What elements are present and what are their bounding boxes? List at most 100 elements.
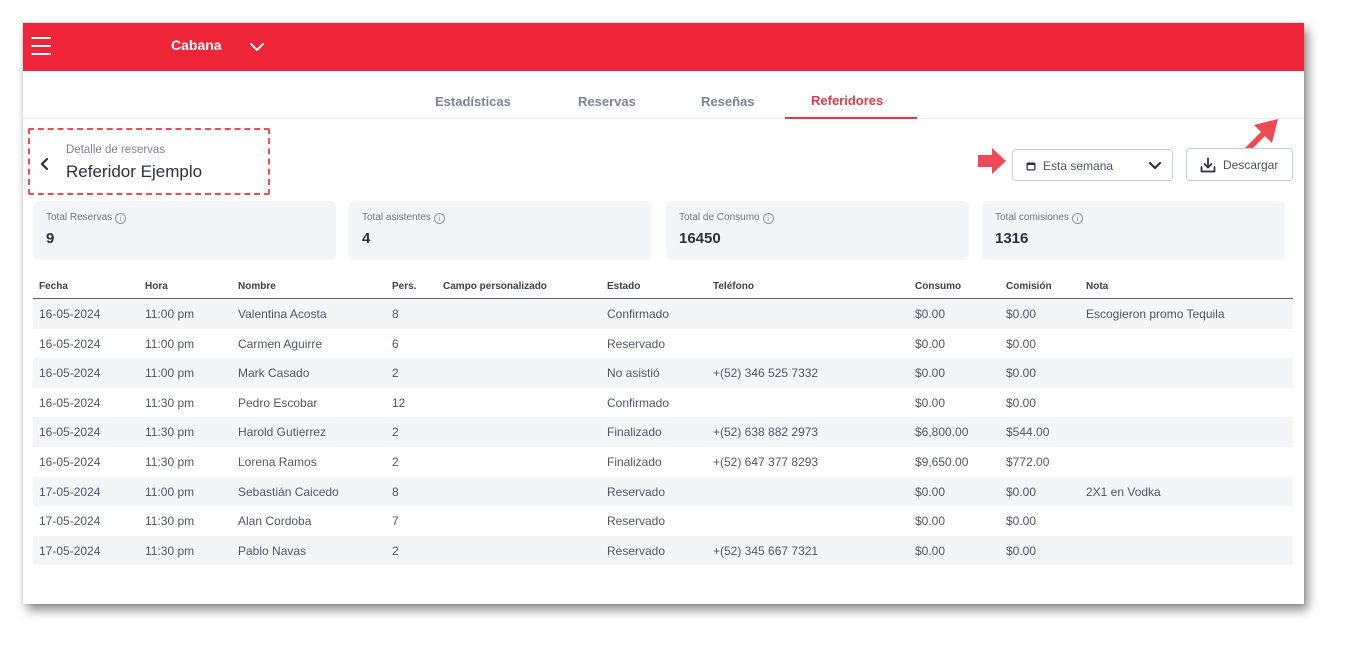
cell-estado: Reservado (607, 543, 666, 558)
column-header-nombre[interactable]: Nombre (238, 281, 276, 292)
cell-comision: $0.00 (1006, 543, 1037, 558)
cell-pers: 2 (392, 425, 399, 440)
cell-estado: Confirmado (607, 307, 670, 321)
tab-reservas[interactable]: Reservas (578, 94, 636, 109)
cell-fecha: 16-05-2024 (39, 366, 101, 381)
cell-estado: Reservado (607, 484, 666, 499)
stat-value: 9 (46, 230, 55, 247)
table-row[interactable]: 17-05-2024 11:00 pm Sebastián Caicedo 8 Rese… (33, 476, 1293, 507)
column-header-pers[interactable]: Pers. (392, 281, 417, 292)
period-select[interactable]: Esta semana (1012, 149, 1173, 181)
cell-consumo: $0.00 (915, 366, 946, 381)
chevron-down-icon[interactable] (248, 38, 266, 56)
cell-fecha: 16-05-2024 (39, 425, 101, 440)
cell-telefono: +(52) 647 377 8293 (713, 454, 819, 469)
table-row[interactable]: 16-05-2024 11:00 pm Carmen Aguirre 6 Reserva… (33, 329, 1293, 359)
table-row[interactable]: 16-05-2024 11:00 pm Valentina Acosta 8 Confi… (33, 299, 1293, 329)
cell-telefono: +(52) 638 882 2973 (713, 425, 819, 440)
table-row[interactable]: 16-05-2024 11:30 pm Lorena Ramos 2 Finalizad… (33, 447, 1293, 477)
info-icon[interactable]: i (1071, 213, 1083, 224)
stat-label: Total Reservas (46, 212, 113, 223)
cell-nombre: Mark Casado (238, 366, 310, 381)
column-header-campo-personalizado[interactable]: Campo personalizado (443, 281, 547, 292)
cell-estado: Reservado (607, 514, 666, 529)
cell-estado: Reservado (607, 336, 666, 351)
cell-telefono: +(52) 345 667 7321 (713, 543, 819, 558)
cell-consumo: $0.00 (915, 307, 946, 321)
table-row[interactable]: 16-05-2024 11:00 pm Mark Casado 2 No asistió… (33, 358, 1293, 388)
cell-fecha: 17-05-2024 (39, 514, 101, 529)
column-header-estado[interactable]: Estado (607, 281, 641, 292)
stat-card-total-reservas: Total Reservas i 9 (33, 201, 336, 260)
cell-comision: $0.00 (1006, 395, 1037, 410)
cell-comision: $0.00 (1006, 336, 1037, 351)
cell-hora: 11:30 pm (145, 454, 195, 469)
stat-card-total-consumo: Total de Consumo i 16450 (666, 201, 969, 260)
cell-comision: $772.00 (1006, 454, 1050, 469)
cell-pers: 7 (392, 514, 399, 529)
cell-pers: 8 (392, 484, 399, 499)
cell-comision: $544.00 (1006, 425, 1050, 440)
cell-pers: 12 (392, 395, 406, 410)
cell-consumo: $0.00 (915, 543, 946, 558)
info-icon[interactable]: i (433, 213, 445, 224)
cell-nombre: Pedro Escobar (238, 395, 318, 410)
table-row[interactable]: 16-05-2024 11:30 pm Harold Gutierrez 2 Final… (33, 417, 1293, 447)
column-header-telefono[interactable]: Teléfono (713, 281, 754, 292)
cell-hora: 11:00 pm (145, 336, 195, 351)
tab-estadisticas[interactable]: Estadísticas (435, 94, 511, 109)
cell-consumo: $0.00 (915, 395, 946, 410)
cell-fecha: 16-05-2024 (39, 454, 101, 469)
stat-value: 4 (362, 230, 371, 247)
cell-hora: 11:00 pm (145, 307, 195, 321)
cell-fecha: 16-05-2024 (39, 395, 101, 410)
info-icon[interactable]: i (762, 213, 774, 224)
column-header-fecha[interactable]: Fecha (39, 281, 68, 292)
info-icon[interactable]: i (115, 213, 127, 224)
table-header: Fecha Hora Nombre Pers. Campo personalizado E… (33, 275, 1293, 299)
cell-hora: 11:30 pm (145, 514, 195, 529)
active-tab-indicator (785, 117, 917, 119)
cell-comision: $0.00 (1006, 307, 1037, 321)
cell-hora: 11:00 pm (145, 366, 195, 381)
cell-nota: 2X1 en Vodka (1086, 484, 1161, 499)
download-button-label: Descargar (1223, 158, 1279, 172)
cell-estado: Finalizado (607, 425, 662, 440)
table-row[interactable]: 17-05-2024 11:30 pm Alan Cordoba 7 Reservado… (33, 506, 1293, 536)
cell-nombre: Valentina Acosta (238, 307, 327, 321)
cell-nombre: Sebastián Caicedo (238, 484, 339, 499)
stat-value: 16450 (679, 230, 721, 247)
table-body: 16-05-2024 11:00 pm Valentina Acosta 8 Confi… (33, 299, 1293, 566)
referrer-detail-header: Detalle de reservas Referidor Ejemplo (28, 128, 270, 195)
stat-label: Total comisiones (995, 212, 1069, 223)
cell-pers: 2 (392, 543, 399, 558)
stat-card-total-asistentes: Total asistentes i 4 (349, 201, 652, 260)
chevron-left-icon[interactable] (40, 157, 50, 171)
detail-subtitle: Detalle de reservas (66, 144, 166, 156)
arrow-icon (978, 148, 1006, 174)
hamburger-menu-icon[interactable] (31, 37, 51, 55)
app-window: Cabana Estadísticas Reservas Reseñas Ref… (23, 23, 1304, 604)
cell-hora: 11:30 pm (145, 395, 195, 410)
cell-estado: No asistió (607, 366, 660, 381)
cell-pers: 8 (392, 307, 399, 321)
cell-nombre: Carmen Aguirre (238, 336, 323, 351)
cell-fecha: 16-05-2024 (39, 336, 101, 351)
period-select-value: Esta semana (1043, 159, 1114, 173)
cell-hora: 11:30 pm (145, 543, 195, 558)
table-row[interactable]: 17-05-2024 11:30 pm Pablo Navas 2 Reservado +… (33, 535, 1293, 566)
column-header-consumo[interactable]: Consumo (915, 281, 962, 292)
column-header-hora[interactable]: Hora (145, 281, 168, 292)
cell-consumo: $0.00 (915, 484, 946, 499)
column-header-nota[interactable]: Nota (1086, 281, 1109, 292)
column-header-comision[interactable]: Comisión (1006, 281, 1052, 292)
tab-referidores[interactable]: Referidores (811, 93, 884, 108)
tab-resenas[interactable]: Reseñas (701, 94, 755, 109)
cell-nota: Escogieron promo Tequila (1086, 307, 1225, 321)
cell-pers: 2 (392, 366, 399, 381)
table-row[interactable]: 16-05-2024 11:30 pm Pedro Escobar 12 Confirm… (33, 388, 1293, 418)
cell-fecha: 17-05-2024 (39, 484, 101, 499)
download-button[interactable]: Descargar (1186, 148, 1293, 181)
cell-nombre: Harold Gutierrez (238, 425, 327, 440)
venue-name[interactable]: Cabana (171, 37, 222, 53)
